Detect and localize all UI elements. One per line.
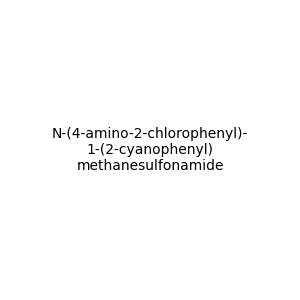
Text: N-(4-amino-2-chlorophenyl)-
1-(2-cyanophenyl)
methanesulfonamide: N-(4-amino-2-chlorophenyl)- 1-(2-cyanoph… (52, 127, 248, 173)
